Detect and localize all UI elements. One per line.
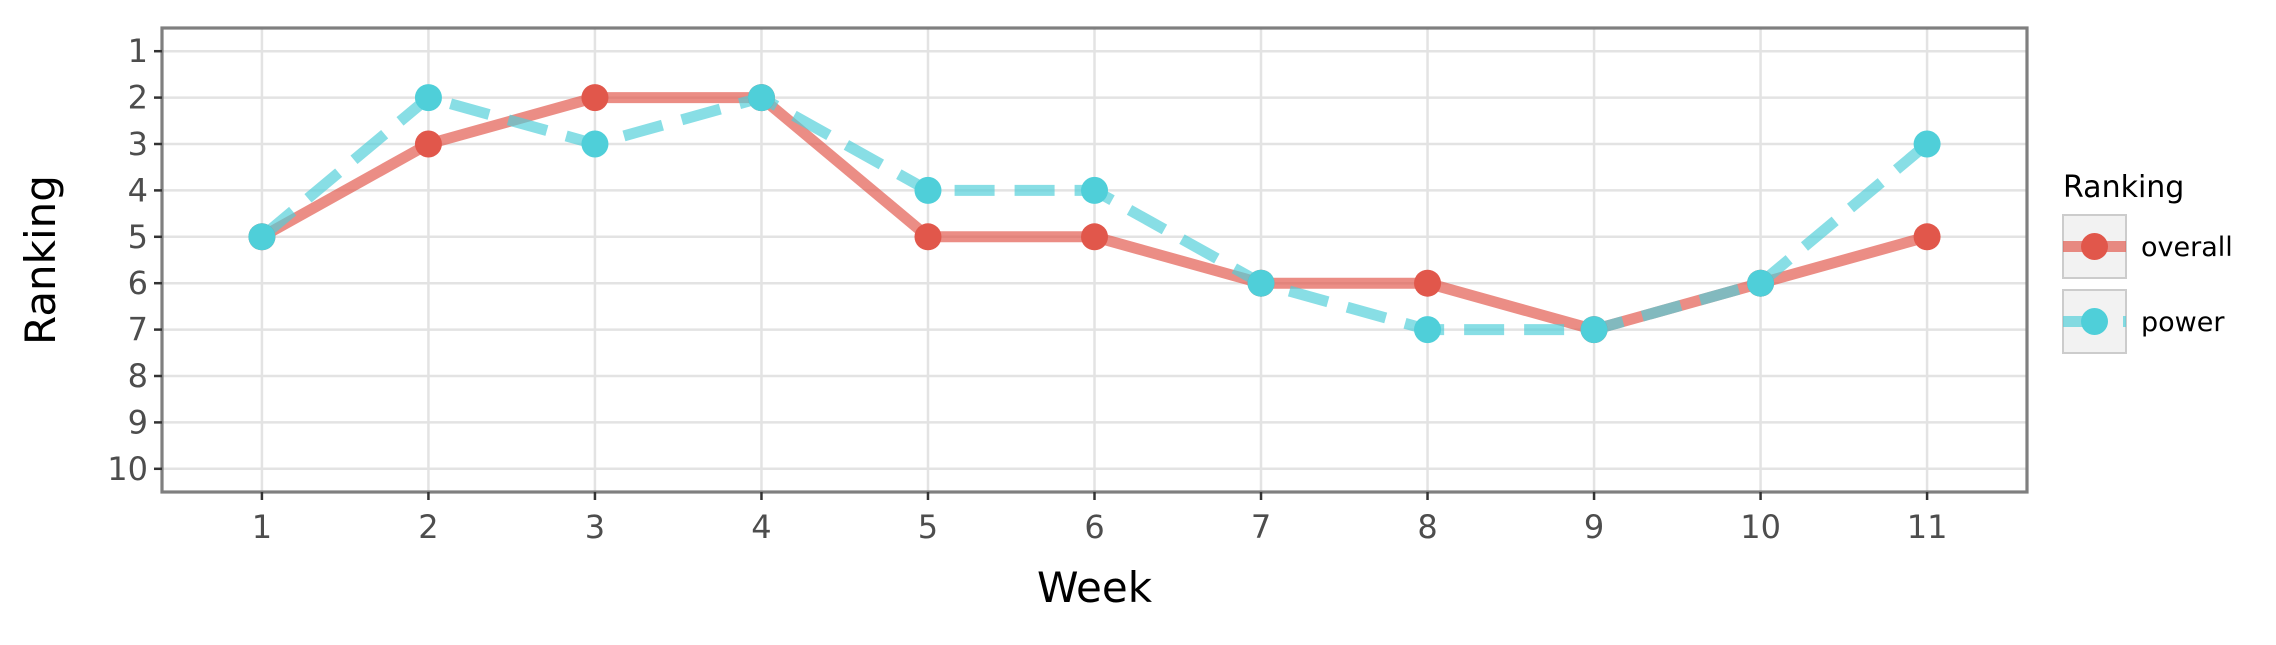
data-point-overall xyxy=(414,130,442,158)
legend: Ranking overall power xyxy=(2062,170,2233,354)
y-tick-label: 3 xyxy=(128,125,148,163)
y-tick-label: 2 xyxy=(128,79,148,117)
data-point-overall xyxy=(914,223,942,251)
data-point-overall xyxy=(581,84,609,112)
data-point-power xyxy=(914,176,942,204)
series-points xyxy=(248,84,1941,344)
y-tick-label: 5 xyxy=(128,218,148,256)
data-point-overall xyxy=(1081,223,1108,251)
x-tick-label: 9 xyxy=(1584,508,1604,546)
y-tick-label: 10 xyxy=(107,450,148,488)
y-tick-label: 4 xyxy=(128,171,148,209)
y-tick-label: 1 xyxy=(128,32,148,70)
x-tick-label: 7 xyxy=(1251,508,1271,546)
x-tick-label: 2 xyxy=(418,508,438,546)
data-point-power xyxy=(1081,176,1108,204)
x-tick-label: 4 xyxy=(751,508,771,546)
data-point-power xyxy=(1247,269,1275,297)
legend-key-marker xyxy=(2081,233,2108,260)
legend-label: overall xyxy=(2141,232,2233,263)
series xyxy=(248,84,1941,344)
y-tick-label: 7 xyxy=(128,311,148,349)
y-tick-label: 8 xyxy=(128,357,148,395)
x-tick-label: 8 xyxy=(1417,508,1437,546)
data-point-overall xyxy=(1414,269,1442,297)
data-point-overall xyxy=(1913,223,1941,251)
x-tick-label: 3 xyxy=(585,508,605,546)
data-point-power xyxy=(1414,316,1442,344)
data-point-power xyxy=(248,223,276,251)
data-point-power xyxy=(581,130,609,158)
data-point-power xyxy=(414,84,442,112)
data-point-power xyxy=(747,84,775,112)
legend-key-marker xyxy=(2081,308,2108,335)
x-axis-title: Week xyxy=(1037,563,1153,612)
x-tick-label: 6 xyxy=(1084,508,1104,546)
x-tick-label: 1 xyxy=(252,508,272,546)
x-tick-label: 5 xyxy=(918,508,938,546)
data-point-power xyxy=(1913,130,1941,158)
x-tick-label: 11 xyxy=(1907,508,1948,546)
y-axis-title: Ranking xyxy=(16,175,65,345)
legend-item-overall: overall xyxy=(2062,214,2233,279)
legend-label: power xyxy=(2141,307,2225,338)
y-tick-label: 9 xyxy=(128,403,148,441)
x-tick-label: 10 xyxy=(1740,508,1781,546)
y-tick-label: 6 xyxy=(128,264,148,302)
data-point-power xyxy=(1580,316,1608,344)
legend-item-power: power xyxy=(2062,289,2225,354)
data-point-power xyxy=(1747,269,1775,297)
legend-title: Ranking xyxy=(2063,170,2184,205)
